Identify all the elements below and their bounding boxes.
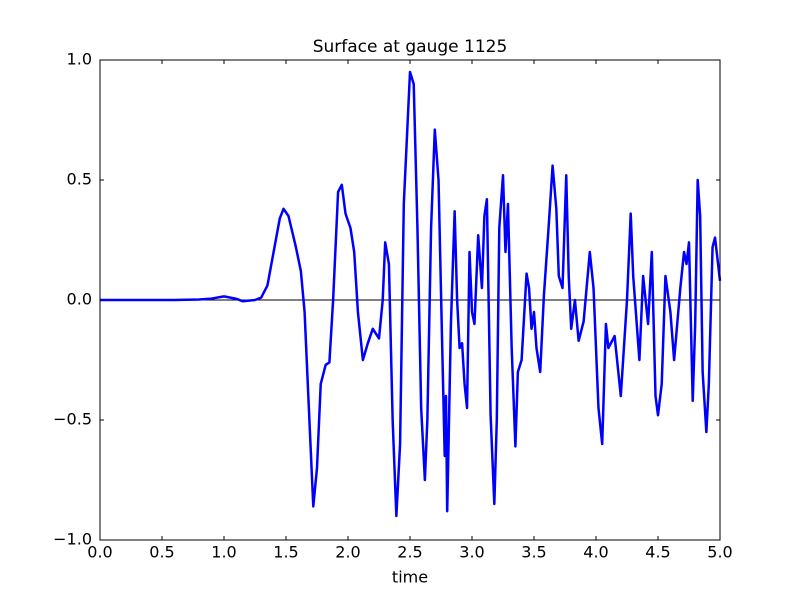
y-tick-label: −0.5: [53, 410, 92, 429]
x-tick-label: 3.0: [459, 543, 484, 562]
chart-title: Surface at gauge 1125: [313, 37, 508, 57]
x-tick-label: 3.5: [521, 543, 546, 562]
x-tick-label: 0.5: [149, 543, 174, 562]
plot-frame: [99, 59, 721, 541]
x-axis-label: time: [392, 568, 428, 587]
y-tick-label: 1.0: [67, 50, 92, 69]
y-tick-label: 0.0: [67, 290, 92, 309]
x-tick-label: 2.0: [335, 543, 360, 562]
x-tick-label: 2.5: [397, 543, 422, 562]
x-tick-label: 5.0: [707, 543, 732, 562]
x-tick-label: 0.0: [87, 543, 112, 562]
x-tick-label: 1.5: [273, 543, 298, 562]
y-tick-label: −1.0: [53, 530, 92, 549]
data-line: [100, 70, 722, 518]
x-tick-label: 4.0: [583, 543, 608, 562]
x-tick-label: 1.0: [211, 543, 236, 562]
y-tick-label: 0.5: [67, 170, 92, 189]
x-tick-label: 4.5: [645, 543, 670, 562]
